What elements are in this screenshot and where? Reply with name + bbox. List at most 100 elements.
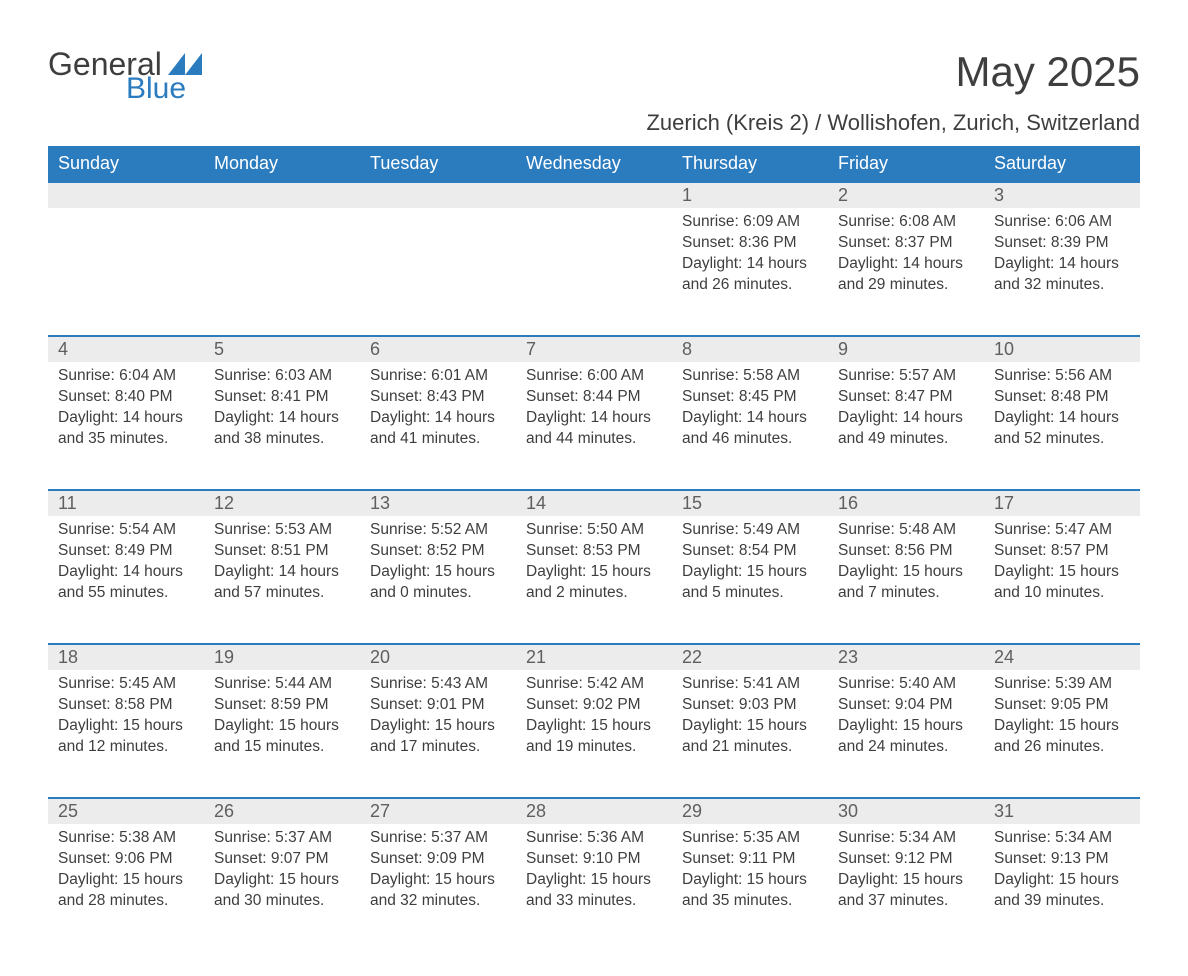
day-number: 3 xyxy=(984,183,1140,208)
day-number: 4 xyxy=(48,337,204,362)
day-data: Sunrise: 5:52 AMSunset: 8:52 PMDaylight:… xyxy=(360,516,516,618)
day-data-cell xyxy=(204,208,360,336)
day-data-cell: Sunrise: 6:06 AMSunset: 8:39 PMDaylight:… xyxy=(984,208,1140,336)
day-data: Sunrise: 6:03 AMSunset: 8:41 PMDaylight:… xyxy=(204,362,360,464)
day-data: Sunrise: 5:34 AMSunset: 9:13 PMDaylight:… xyxy=(984,824,1140,926)
day-data-cell: Sunrise: 5:54 AMSunset: 8:49 PMDaylight:… xyxy=(48,516,204,644)
day-data: Sunrise: 6:06 AMSunset: 8:39 PMDaylight:… xyxy=(984,208,1140,310)
day-data-cell: Sunrise: 5:38 AMSunset: 9:06 PMDaylight:… xyxy=(48,824,204,952)
day-data-cell: Sunrise: 5:42 AMSunset: 9:02 PMDaylight:… xyxy=(516,670,672,798)
day-number-cell: 29 xyxy=(672,798,828,824)
day-number: 26 xyxy=(204,799,360,824)
day-data: Sunrise: 5:42 AMSunset: 9:02 PMDaylight:… xyxy=(516,670,672,772)
day-number-cell xyxy=(360,182,516,208)
day-number: 20 xyxy=(360,645,516,670)
day-data: Sunrise: 6:04 AMSunset: 8:40 PMDaylight:… xyxy=(48,362,204,464)
day-data: Sunrise: 6:00 AMSunset: 8:44 PMDaylight:… xyxy=(516,362,672,464)
day-number-cell: 1 xyxy=(672,182,828,208)
day-data: Sunrise: 5:58 AMSunset: 8:45 PMDaylight:… xyxy=(672,362,828,464)
day-number: 13 xyxy=(360,491,516,516)
day-number: 12 xyxy=(204,491,360,516)
weekday-header: Thursday xyxy=(672,146,828,182)
day-number: 16 xyxy=(828,491,984,516)
day-data: Sunrise: 5:53 AMSunset: 8:51 PMDaylight:… xyxy=(204,516,360,618)
day-data-cell: Sunrise: 5:43 AMSunset: 9:01 PMDaylight:… xyxy=(360,670,516,798)
day-data-cell: Sunrise: 5:53 AMSunset: 8:51 PMDaylight:… xyxy=(204,516,360,644)
header: General Blue May 2025 xyxy=(48,48,1140,104)
day-number-empty xyxy=(204,183,360,208)
day-number-cell: 4 xyxy=(48,336,204,362)
day-data: Sunrise: 6:01 AMSunset: 8:43 PMDaylight:… xyxy=(360,362,516,464)
day-data: Sunrise: 5:57 AMSunset: 8:47 PMDaylight:… xyxy=(828,362,984,464)
calendar-table: SundayMondayTuesdayWednesdayThursdayFrid… xyxy=(48,146,1140,952)
day-number: 30 xyxy=(828,799,984,824)
weekday-header-row: SundayMondayTuesdayWednesdayThursdayFrid… xyxy=(48,146,1140,182)
day-number-cell: 2 xyxy=(828,182,984,208)
day-number-cell: 25 xyxy=(48,798,204,824)
day-number: 25 xyxy=(48,799,204,824)
week-number-row: 18192021222324 xyxy=(48,644,1140,670)
day-number: 6 xyxy=(360,337,516,362)
day-data: Sunrise: 5:37 AMSunset: 9:07 PMDaylight:… xyxy=(204,824,360,926)
day-number-cell: 18 xyxy=(48,644,204,670)
day-number-cell: 8 xyxy=(672,336,828,362)
day-data-cell: Sunrise: 5:34 AMSunset: 9:13 PMDaylight:… xyxy=(984,824,1140,952)
day-number: 14 xyxy=(516,491,672,516)
day-number-cell: 27 xyxy=(360,798,516,824)
day-number-cell xyxy=(516,182,672,208)
day-data-cell: Sunrise: 5:45 AMSunset: 8:58 PMDaylight:… xyxy=(48,670,204,798)
day-number: 23 xyxy=(828,645,984,670)
week-data-row: Sunrise: 5:54 AMSunset: 8:49 PMDaylight:… xyxy=(48,516,1140,644)
day-number-cell: 30 xyxy=(828,798,984,824)
day-number-cell: 6 xyxy=(360,336,516,362)
day-number-cell: 28 xyxy=(516,798,672,824)
day-number: 31 xyxy=(984,799,1140,824)
day-number-cell: 16 xyxy=(828,490,984,516)
day-data: Sunrise: 5:36 AMSunset: 9:10 PMDaylight:… xyxy=(516,824,672,926)
weekday-header: Wednesday xyxy=(516,146,672,182)
day-number: 22 xyxy=(672,645,828,670)
day-data: Sunrise: 5:35 AMSunset: 9:11 PMDaylight:… xyxy=(672,824,828,926)
week-number-row: 11121314151617 xyxy=(48,490,1140,516)
week-data-row: Sunrise: 6:09 AMSunset: 8:36 PMDaylight:… xyxy=(48,208,1140,336)
day-number-empty xyxy=(360,183,516,208)
week-number-row: 25262728293031 xyxy=(48,798,1140,824)
day-number: 21 xyxy=(516,645,672,670)
day-data-cell: Sunrise: 5:44 AMSunset: 8:59 PMDaylight:… xyxy=(204,670,360,798)
day-number: 11 xyxy=(48,491,204,516)
week-data-row: Sunrise: 5:45 AMSunset: 8:58 PMDaylight:… xyxy=(48,670,1140,798)
day-number-cell: 12 xyxy=(204,490,360,516)
week-data-row: Sunrise: 5:38 AMSunset: 9:06 PMDaylight:… xyxy=(48,824,1140,952)
day-data: Sunrise: 5:37 AMSunset: 9:09 PMDaylight:… xyxy=(360,824,516,926)
day-data-cell: Sunrise: 5:37 AMSunset: 9:07 PMDaylight:… xyxy=(204,824,360,952)
day-number-cell: 9 xyxy=(828,336,984,362)
day-number-cell: 7 xyxy=(516,336,672,362)
day-data-cell: Sunrise: 5:50 AMSunset: 8:53 PMDaylight:… xyxy=(516,516,672,644)
day-data: Sunrise: 6:09 AMSunset: 8:36 PMDaylight:… xyxy=(672,208,828,310)
day-number: 8 xyxy=(672,337,828,362)
day-number-cell: 21 xyxy=(516,644,672,670)
weekday-header: Saturday xyxy=(984,146,1140,182)
day-number: 17 xyxy=(984,491,1140,516)
day-number: 28 xyxy=(516,799,672,824)
day-data-cell: Sunrise: 6:00 AMSunset: 8:44 PMDaylight:… xyxy=(516,362,672,490)
day-number: 7 xyxy=(516,337,672,362)
day-data-cell: Sunrise: 6:03 AMSunset: 8:41 PMDaylight:… xyxy=(204,362,360,490)
day-data: Sunrise: 5:34 AMSunset: 9:12 PMDaylight:… xyxy=(828,824,984,926)
day-number-cell: 11 xyxy=(48,490,204,516)
day-data-cell: Sunrise: 5:47 AMSunset: 8:57 PMDaylight:… xyxy=(984,516,1140,644)
day-data-cell: Sunrise: 5:49 AMSunset: 8:54 PMDaylight:… xyxy=(672,516,828,644)
day-number: 24 xyxy=(984,645,1140,670)
day-number-cell xyxy=(204,182,360,208)
day-number-cell xyxy=(48,182,204,208)
day-data-cell: Sunrise: 6:01 AMSunset: 8:43 PMDaylight:… xyxy=(360,362,516,490)
day-number-cell: 19 xyxy=(204,644,360,670)
logo-word2: Blue xyxy=(126,74,202,104)
day-data-cell xyxy=(48,208,204,336)
day-number: 27 xyxy=(360,799,516,824)
day-number-cell: 23 xyxy=(828,644,984,670)
day-data-cell: Sunrise: 5:48 AMSunset: 8:56 PMDaylight:… xyxy=(828,516,984,644)
weekday-header: Friday xyxy=(828,146,984,182)
day-data-cell: Sunrise: 5:56 AMSunset: 8:48 PMDaylight:… xyxy=(984,362,1140,490)
day-data-cell: Sunrise: 5:58 AMSunset: 8:45 PMDaylight:… xyxy=(672,362,828,490)
